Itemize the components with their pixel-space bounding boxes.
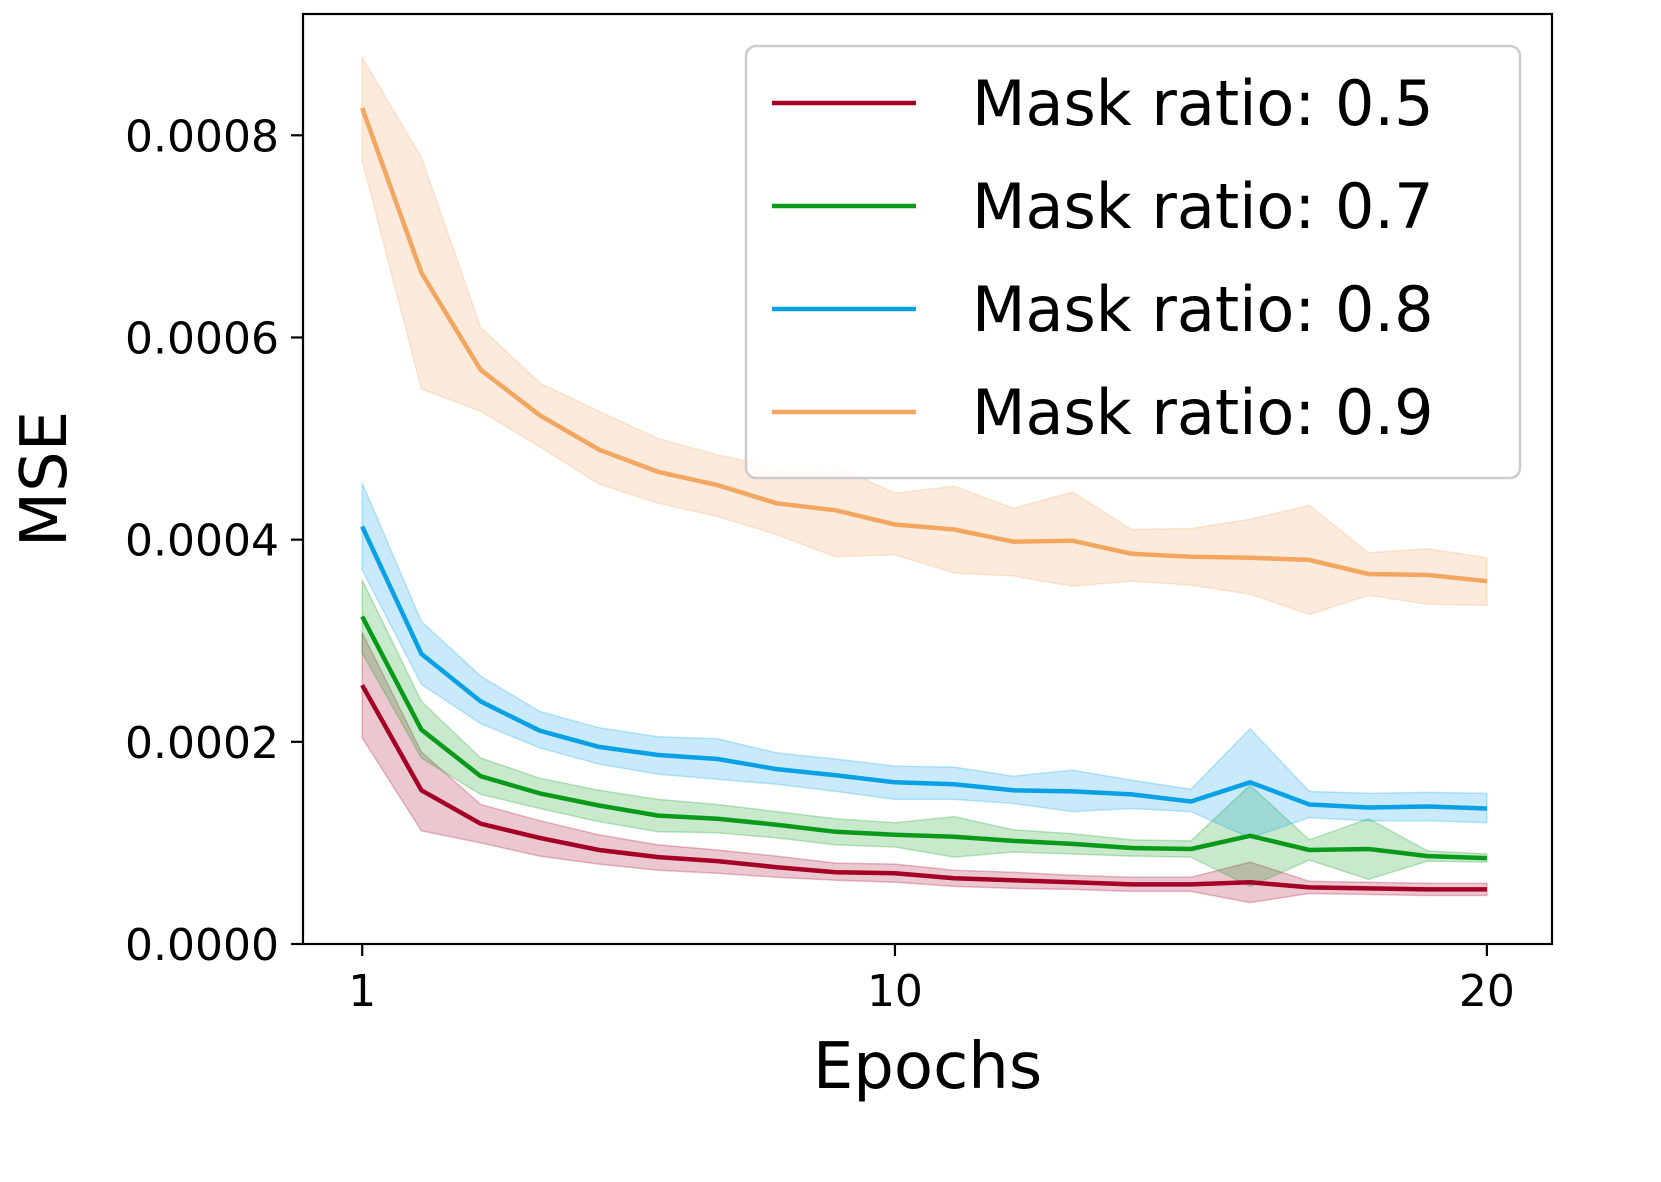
x-tick-label: 10 — [867, 966, 923, 1017]
x-axis-label: Epochs — [813, 1030, 1042, 1104]
x-tick-label: 1 — [348, 966, 376, 1017]
y-axis-ticks: 0.0000 0.0002 0.0004 0.0006 0.0008 — [125, 111, 303, 971]
x-axis-ticks: 1 10 20 — [348, 944, 1515, 1017]
legend-box — [744, 44, 1522, 480]
line-series-4 — [360, 107, 1488, 584]
series-lines — [360, 107, 1488, 892]
x-tick-label: 20 — [1459, 966, 1515, 1017]
y-tick-label: 0.0008 — [125, 111, 279, 162]
band-series-1 — [361, 632, 1488, 904]
legend-label: Mask ratio: 0.7 — [972, 170, 1434, 243]
confidence-bands — [361, 54, 1488, 904]
line-series-2 — [360, 615, 1487, 861]
legend-label: Mask ratio: 0.9 — [972, 376, 1434, 449]
line-series-1 — [360, 684, 1487, 892]
band-series-2 — [361, 579, 1488, 888]
y-tick-label: 0.0004 — [125, 516, 279, 567]
y-axis-label: MSE — [8, 411, 82, 547]
y-tick-label: 0.0006 — [125, 313, 279, 364]
band-series-3 — [361, 482, 1488, 839]
legend-label: Mask ratio: 0.8 — [972, 273, 1434, 346]
legend: Mask ratio: 0.5 Mask ratio: 0.7 Mask ratio… — [744, 44, 1522, 480]
y-tick-label: 0.0002 — [125, 718, 279, 769]
line-series-3 — [360, 525, 1487, 811]
legend-label: Mask ratio: 0.5 — [972, 67, 1434, 140]
axes-frame — [301, 12, 1554, 946]
y-tick-label: 0.0000 — [125, 920, 279, 971]
